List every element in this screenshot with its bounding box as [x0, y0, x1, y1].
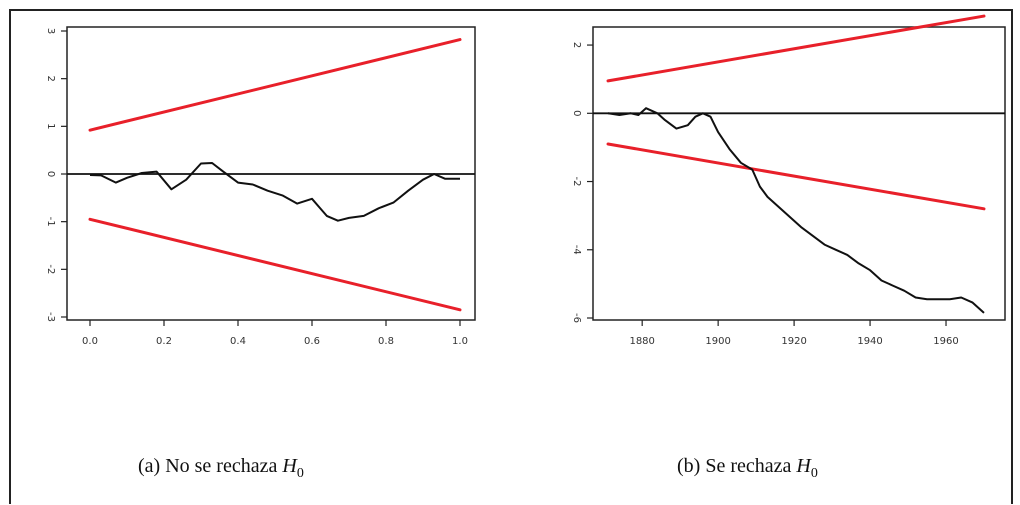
y-tick-label: 2	[45, 75, 56, 81]
upper-band	[88, 38, 462, 132]
caption-a: (a) No se rechaza H0	[138, 455, 304, 481]
y-tick-label: -1	[45, 217, 56, 227]
x-tick-label: 0.4	[230, 336, 246, 347]
lower-band	[88, 217, 462, 312]
x-tick-label: 0.6	[304, 336, 320, 347]
x-tick-label: 0.8	[378, 336, 394, 347]
y-tick-label: 1	[45, 123, 56, 129]
process-line	[607, 107, 985, 314]
y-tick-label: -2	[45, 264, 56, 274]
plot-border	[592, 26, 1006, 321]
x-tick-label: 1960	[933, 336, 958, 347]
y-tick-label: 0	[45, 171, 56, 177]
lower-band	[606, 142, 986, 211]
x-tick-label: 1.0	[452, 336, 468, 347]
y-tick-label: 2	[571, 42, 582, 48]
y-tick-label: -2	[571, 177, 582, 187]
figure-frame	[9, 9, 1013, 504]
x-tick-label: 1900	[705, 336, 730, 347]
x-tick-label: 0.2	[156, 336, 172, 347]
y-tick-label: -4	[571, 245, 582, 255]
x-tick-label: 1920	[781, 336, 806, 347]
y-tick-label: -3	[45, 312, 56, 322]
x-tick-label: 1880	[629, 336, 654, 347]
process-line	[89, 162, 460, 222]
y-tick-label: -6	[571, 313, 582, 323]
upper-band	[606, 14, 986, 83]
y-tick-label: 3	[45, 28, 56, 34]
chart-b: -6 -4 -2 0 2 1880 1900 1920 1940 1960	[571, 14, 1006, 347]
x-tick-label: 0.0	[82, 336, 98, 347]
caption-b: (b) Se rechaza H0	[677, 455, 818, 481]
chart-a: -3 -2 -1 0 1 2 3 0.0 0.2 0.4 0.6 0.8 1.0	[45, 26, 476, 347]
y-tick-label: 0	[571, 110, 582, 116]
x-tick-label: 1940	[857, 336, 882, 347]
